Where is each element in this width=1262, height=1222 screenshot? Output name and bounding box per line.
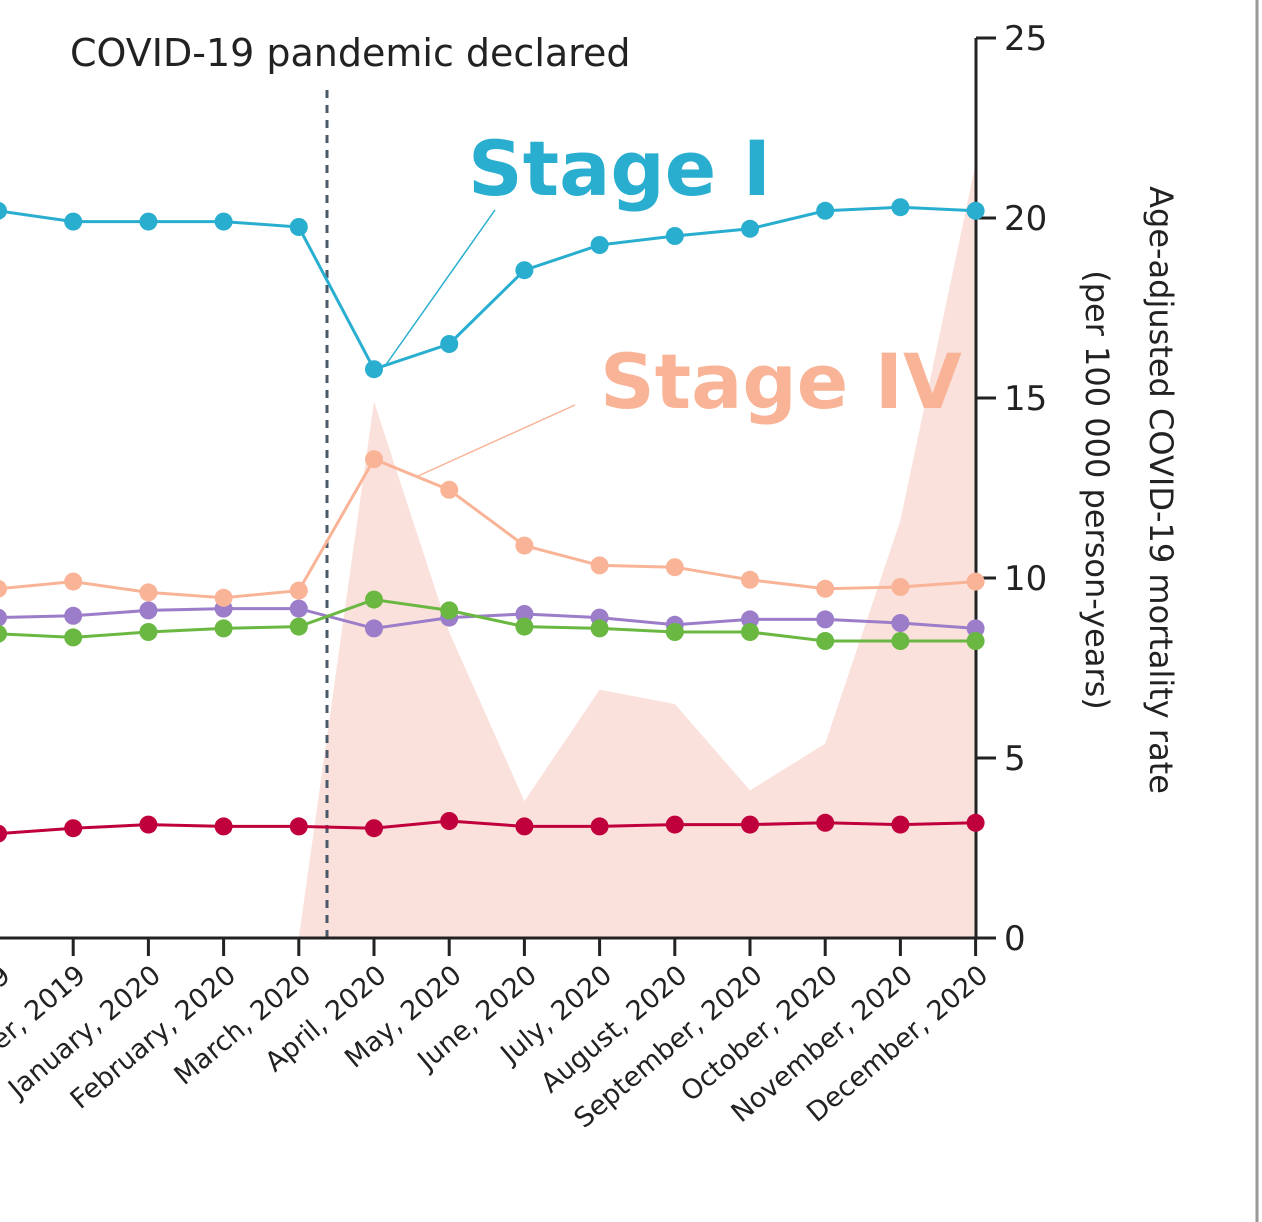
y-tick-label: 20 [1004, 199, 1047, 239]
data-point [515, 617, 534, 636]
y-tick-label: 25 [1004, 19, 1047, 59]
data-point [665, 227, 684, 245]
data-point [139, 601, 158, 620]
data-point [0, 580, 7, 598]
data-point [891, 198, 910, 217]
data-point [0, 625, 7, 643]
data-point [289, 617, 308, 636]
data-point [64, 606, 83, 625]
data-point [0, 824, 7, 843]
y-axis-label: (per 100 000 person-years) [1078, 270, 1116, 710]
data-point [590, 556, 609, 575]
data-point [515, 817, 534, 836]
leader-line [417, 404, 576, 477]
y-tick-label: 10 [1004, 559, 1047, 599]
data-point [289, 599, 308, 618]
data-point [365, 619, 383, 638]
data-point [440, 812, 459, 830]
series-line [0, 598, 976, 643]
data-point [365, 819, 383, 838]
data-point [64, 212, 83, 231]
data-point [64, 819, 83, 838]
data-point [139, 623, 158, 641]
data-point [665, 815, 684, 834]
series-line [0, 205, 976, 372]
data-point [289, 817, 308, 836]
data-point [891, 632, 910, 650]
data-point [741, 219, 759, 238]
data-point [440, 335, 459, 353]
data-point [214, 588, 233, 607]
series-line [0, 819, 976, 835]
data-point [966, 201, 985, 220]
data-point [816, 579, 835, 598]
data-point [365, 450, 383, 469]
data-point [0, 202, 7, 220]
data-point [590, 817, 609, 836]
data-point [966, 572, 985, 591]
data-point [139, 583, 158, 602]
data-point [891, 614, 910, 632]
data-point [966, 619, 985, 638]
data-point [741, 570, 759, 589]
data-point [440, 601, 459, 620]
data-point [741, 815, 759, 834]
data-point [214, 212, 233, 231]
data-point [365, 360, 383, 379]
data-point [64, 572, 83, 591]
data-point [891, 578, 910, 596]
data-point [214, 817, 233, 836]
y-tick-label: 15 [1004, 379, 1047, 419]
data-point [816, 813, 835, 832]
data-point [741, 610, 759, 629]
data-point [515, 536, 534, 555]
data-point [741, 623, 759, 641]
series-label: Stage I [468, 124, 771, 213]
leader-line [384, 209, 496, 367]
data-point [214, 619, 233, 638]
data-point [966, 813, 985, 832]
data-point [0, 608, 7, 627]
data-point [590, 236, 609, 254]
data-point [816, 610, 835, 629]
y-tick-label: 0 [1004, 919, 1026, 959]
data-point [816, 201, 835, 220]
data-point [289, 218, 308, 236]
series-line [0, 607, 976, 630]
y-tick-label: 5 [1004, 739, 1026, 779]
data-point [64, 628, 83, 647]
data-point [966, 632, 985, 650]
data-point [365, 590, 383, 609]
area [298, 164, 976, 938]
data-point [590, 619, 609, 638]
annotation: COVID-19 pandemic declared [70, 31, 630, 75]
data-point [139, 815, 158, 834]
data-point [515, 261, 534, 280]
data-point [816, 632, 835, 650]
data-point [665, 558, 684, 577]
series-line [0, 457, 976, 600]
data-point [891, 815, 910, 834]
y-axis-label: Age-adjusted COVID-19 mortality rate [1142, 186, 1180, 794]
data-point [665, 623, 684, 641]
data-point [515, 605, 534, 623]
series-label: Stage IV [600, 337, 962, 426]
data-point [139, 212, 158, 231]
data-point [289, 581, 308, 600]
data-point [440, 480, 459, 499]
